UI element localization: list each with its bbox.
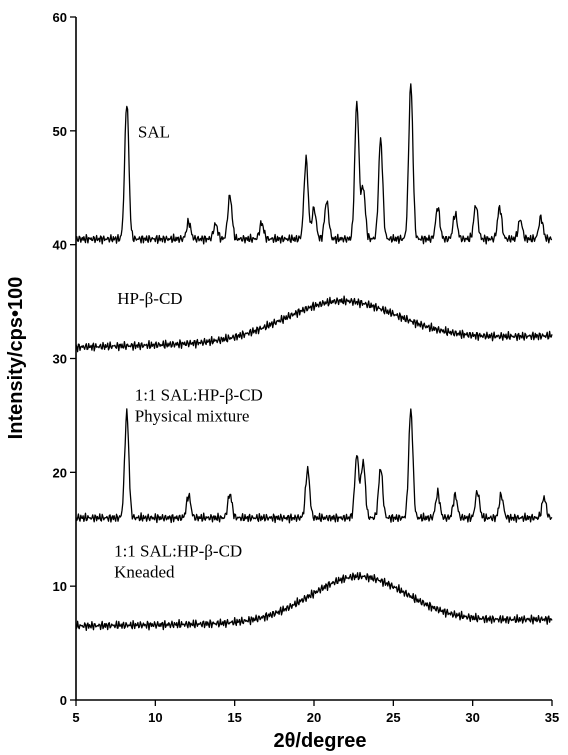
x-tick-label: 25 bbox=[386, 710, 400, 725]
series-label-line: Physical mixture bbox=[135, 407, 250, 426]
y-tick-label: 0 bbox=[60, 693, 67, 708]
chart-traces bbox=[75, 83, 553, 632]
series-line-3 bbox=[75, 408, 553, 524]
x-tick-label: 35 bbox=[545, 710, 559, 725]
series-line-4 bbox=[75, 571, 553, 632]
series-label-line: 1:1 SAL:HP-β-CD bbox=[114, 542, 242, 561]
x-tick-label: 10 bbox=[148, 710, 162, 725]
series-label-4: 1:1 SAL:HP-β-CD Kneaded bbox=[114, 542, 242, 582]
series-line-2 bbox=[75, 295, 553, 353]
y-tick-label: 50 bbox=[53, 124, 67, 139]
y-tick-label: 30 bbox=[53, 352, 67, 367]
series-label-line: SAL bbox=[138, 123, 170, 142]
y-axis-title: Intensity/cps•100 bbox=[5, 277, 27, 440]
x-tick-label: 30 bbox=[465, 710, 479, 725]
y-tick-label: 60 bbox=[53, 10, 67, 25]
series-label-1: SAL bbox=[138, 123, 170, 142]
series-line-1 bbox=[75, 83, 553, 245]
axis-lines bbox=[75, 17, 552, 701]
x-tick-label: 5 bbox=[72, 710, 79, 725]
x-tick-label: 15 bbox=[227, 710, 241, 725]
trace-labels: SAL HP-β-CD 1:1 SAL:HP-β-CD Physical mixtur… bbox=[114, 123, 263, 582]
series-label-line: 1:1 SAL:HP-β-CD bbox=[135, 386, 263, 405]
x-tick-label: 20 bbox=[307, 710, 321, 725]
series-label-line: Kneaded bbox=[114, 563, 175, 582]
series-label-line: HP-β-CD bbox=[117, 289, 182, 308]
y-tick-label: 10 bbox=[53, 579, 67, 594]
y-tick-label: 20 bbox=[53, 465, 67, 480]
chart-axes: 5 10 15 20 25 30 35 0 10 20 30 40 50 60 bbox=[53, 10, 560, 725]
x-axis-title: 2θ/degree bbox=[273, 730, 366, 752]
y-tick-label: 40 bbox=[53, 238, 67, 253]
series-label-2: HP-β-CD bbox=[117, 289, 182, 308]
series-label-3: 1:1 SAL:HP-β-CD Physical mixture bbox=[135, 386, 263, 426]
